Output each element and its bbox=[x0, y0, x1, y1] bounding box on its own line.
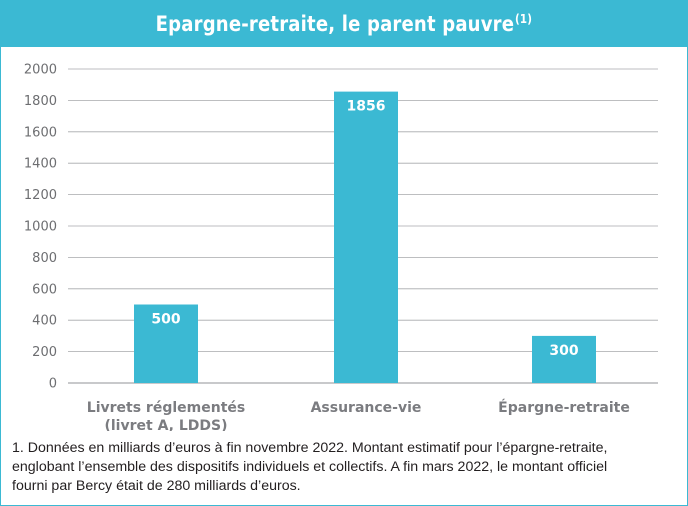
bar bbox=[334, 91, 398, 383]
y-tick-label: 1600 bbox=[24, 125, 57, 140]
y-tick-label: 1200 bbox=[24, 188, 57, 203]
y-tick-label: 1400 bbox=[24, 157, 57, 172]
y-tick-label: 1000 bbox=[24, 220, 57, 235]
x-category-label: Assurance-vie bbox=[311, 400, 422, 416]
y-tick-label: 200 bbox=[32, 345, 57, 360]
y-tick-label: 800 bbox=[32, 251, 57, 266]
y-tick-label: 2000 bbox=[24, 63, 57, 78]
y-tick-label: 1800 bbox=[24, 94, 57, 109]
chart-title: Epargne-retraite, le parent pauvre(1) bbox=[156, 12, 533, 36]
y-tick-label: 400 bbox=[32, 314, 57, 329]
chart-title-text: Epargne-retraite, le parent pauvre bbox=[155, 12, 515, 36]
footnote: 1. Données en milliards d’euros à fin no… bbox=[12, 439, 682, 496]
bar-value-label: 500 bbox=[151, 312, 180, 328]
title-footnote-ref: (1) bbox=[515, 12, 533, 26]
x-category-label: Livrets réglementés bbox=[87, 400, 245, 416]
footnote-line: fourni par Bercy était de 280 milliards … bbox=[12, 478, 301, 494]
bar bbox=[532, 335, 596, 383]
title-bar: Epargne-retraite, le parent pauvre(1) bbox=[1, 1, 687, 47]
x-category-label: Épargne-retraite bbox=[498, 399, 630, 416]
bar-chart: 0 200 400 600 800 1000 1200 1400 1600 1800 2000 500… bbox=[24, 63, 658, 431]
x-category-label: (livret A, LDDS) bbox=[104, 418, 227, 431]
footnote-line: englobant l’ensemble des dispositifs ind… bbox=[12, 459, 608, 475]
footnote-line: 1. Données en milliards d’euros à fin no… bbox=[12, 440, 608, 456]
y-tick-label: 0 bbox=[49, 377, 57, 392]
bar-value-label: 300 bbox=[549, 343, 578, 359]
bar bbox=[134, 304, 198, 383]
y-tick-label: 600 bbox=[32, 282, 57, 297]
bar-value-label: 1856 bbox=[347, 99, 386, 115]
